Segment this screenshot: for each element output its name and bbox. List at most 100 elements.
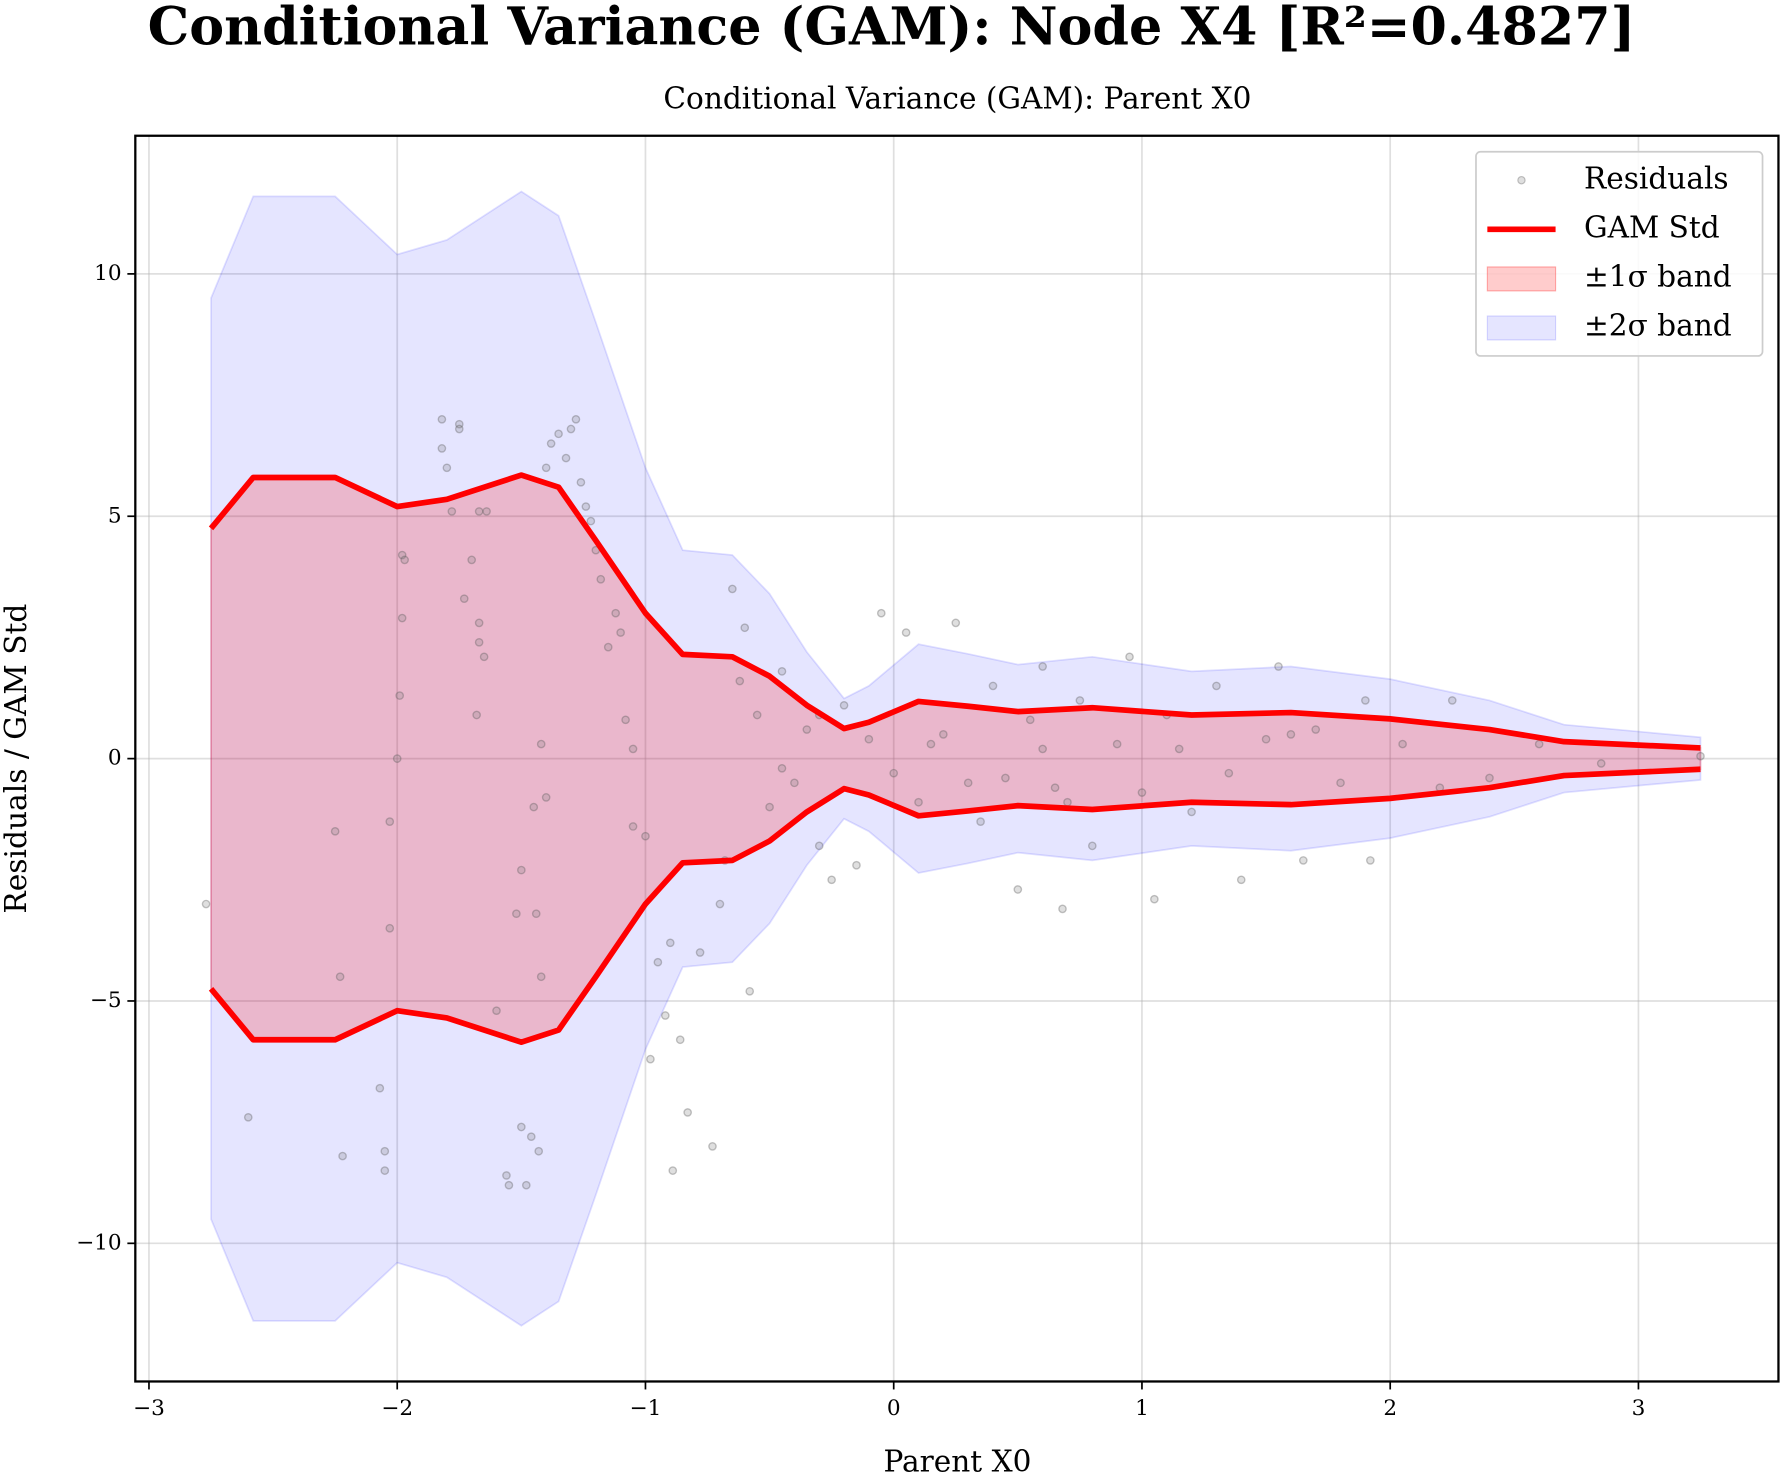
residual-point <box>454 424 464 434</box>
legend-label: ±1σ band <box>1584 259 1732 293</box>
residual-point <box>397 550 407 560</box>
residual-point <box>876 608 886 618</box>
residual-point <box>646 1054 655 1064</box>
residual-point <box>380 1166 390 1175</box>
residual-point <box>765 802 774 812</box>
residual-point <box>243 1112 253 1122</box>
residual-point <box>708 1142 717 1151</box>
residual-point <box>474 618 484 628</box>
residual-point <box>1112 739 1122 749</box>
y-tick-label: −10 <box>76 1230 122 1255</box>
residual-point <box>1058 904 1067 914</box>
residual-point <box>939 730 948 739</box>
residual-point <box>660 1011 670 1020</box>
residual-point <box>534 1146 544 1156</box>
legend-label: Residuals <box>1584 161 1729 195</box>
residual-point <box>1236 875 1246 885</box>
y-axis-label: Residuals / GAM Std <box>0 604 33 914</box>
y-tick-label: −5 <box>90 988 122 1013</box>
residual-point <box>976 817 985 826</box>
residual-point <box>437 414 447 424</box>
residual-point <box>517 1122 526 1132</box>
residual-point <box>1298 856 1308 865</box>
residual-point <box>554 429 563 439</box>
residual-point <box>502 1171 511 1180</box>
residual-point <box>740 623 750 633</box>
y-tick-label: 0 <box>108 746 122 771</box>
residual-point <box>901 628 911 637</box>
residual-point <box>665 938 675 948</box>
residual-point <box>951 618 961 628</box>
residual-point <box>926 739 936 749</box>
residual-point <box>839 700 849 710</box>
residual-point <box>668 1166 678 1175</box>
residual-point <box>735 676 745 686</box>
residual-point <box>576 477 586 487</box>
residual-point <box>683 1108 692 1117</box>
residual-point <box>1361 696 1370 705</box>
gam-std-line <box>208 766 1701 1046</box>
residual-point <box>1174 744 1184 754</box>
residual-point <box>963 778 973 788</box>
residual-point <box>1336 778 1345 788</box>
residual-point <box>1534 739 1544 749</box>
residual-point <box>566 424 576 434</box>
residual-point <box>474 637 484 647</box>
residual-point <box>536 739 546 749</box>
residual-point <box>546 439 556 448</box>
residual-point <box>675 1035 685 1045</box>
residual-point <box>467 555 477 565</box>
residual-point <box>802 725 812 734</box>
residual-point <box>616 628 625 637</box>
residual-point <box>380 1146 390 1156</box>
residual-point <box>541 793 551 802</box>
y-tick-label: 5 <box>108 503 122 528</box>
x-tick-label: −3 <box>133 1396 165 1421</box>
residual-point <box>512 909 521 919</box>
legend-box <box>1475 150 1764 357</box>
residual-point <box>914 797 923 807</box>
residual-point <box>1447 696 1457 705</box>
residual-point <box>715 899 725 909</box>
residual-point <box>1187 807 1196 817</box>
residual-point <box>395 691 405 700</box>
chart-subtitle: Conditional Variance (GAM): Parent X0 <box>663 81 1251 115</box>
residual-point <box>1398 739 1407 749</box>
residual-point <box>1013 885 1023 894</box>
residual-point <box>889 768 899 778</box>
residual-point <box>437 444 447 453</box>
residual-point <box>1075 696 1085 705</box>
residual-point <box>641 831 650 841</box>
residual-point <box>335 972 345 982</box>
residual-point <box>728 584 737 594</box>
legend-label: ±2σ band <box>1584 308 1732 342</box>
residual-point <box>752 710 762 720</box>
x-tick-label: 3 <box>1632 1396 1646 1421</box>
residual-point <box>1137 788 1147 797</box>
residual-point <box>479 652 489 662</box>
residual-point <box>1286 730 1296 739</box>
chart-title: Conditional Variance (GAM): Node X4 [R²=… <box>148 0 1636 57</box>
residual-point <box>653 957 663 967</box>
residual-point <box>492 1006 501 1015</box>
residual-point <box>1038 744 1047 754</box>
residual-point <box>988 681 998 691</box>
residual-point <box>1224 768 1234 778</box>
residual-point <box>517 865 526 875</box>
residual-point <box>1696 751 1705 761</box>
residual-point <box>474 507 484 516</box>
residual-point <box>1087 841 1097 851</box>
residual-point <box>603 642 613 652</box>
x-tick-label: 0 <box>887 1396 901 1421</box>
residual-point <box>472 710 481 720</box>
residual-point <box>1025 715 1035 725</box>
residual-point <box>536 972 546 982</box>
residual-point <box>529 802 539 812</box>
residual-point <box>777 763 787 773</box>
residual-point <box>777 667 787 676</box>
residual-point <box>695 948 705 957</box>
residual-point <box>611 608 620 618</box>
residual-point <box>561 453 571 463</box>
x-tick-label: 1 <box>1135 1396 1149 1421</box>
